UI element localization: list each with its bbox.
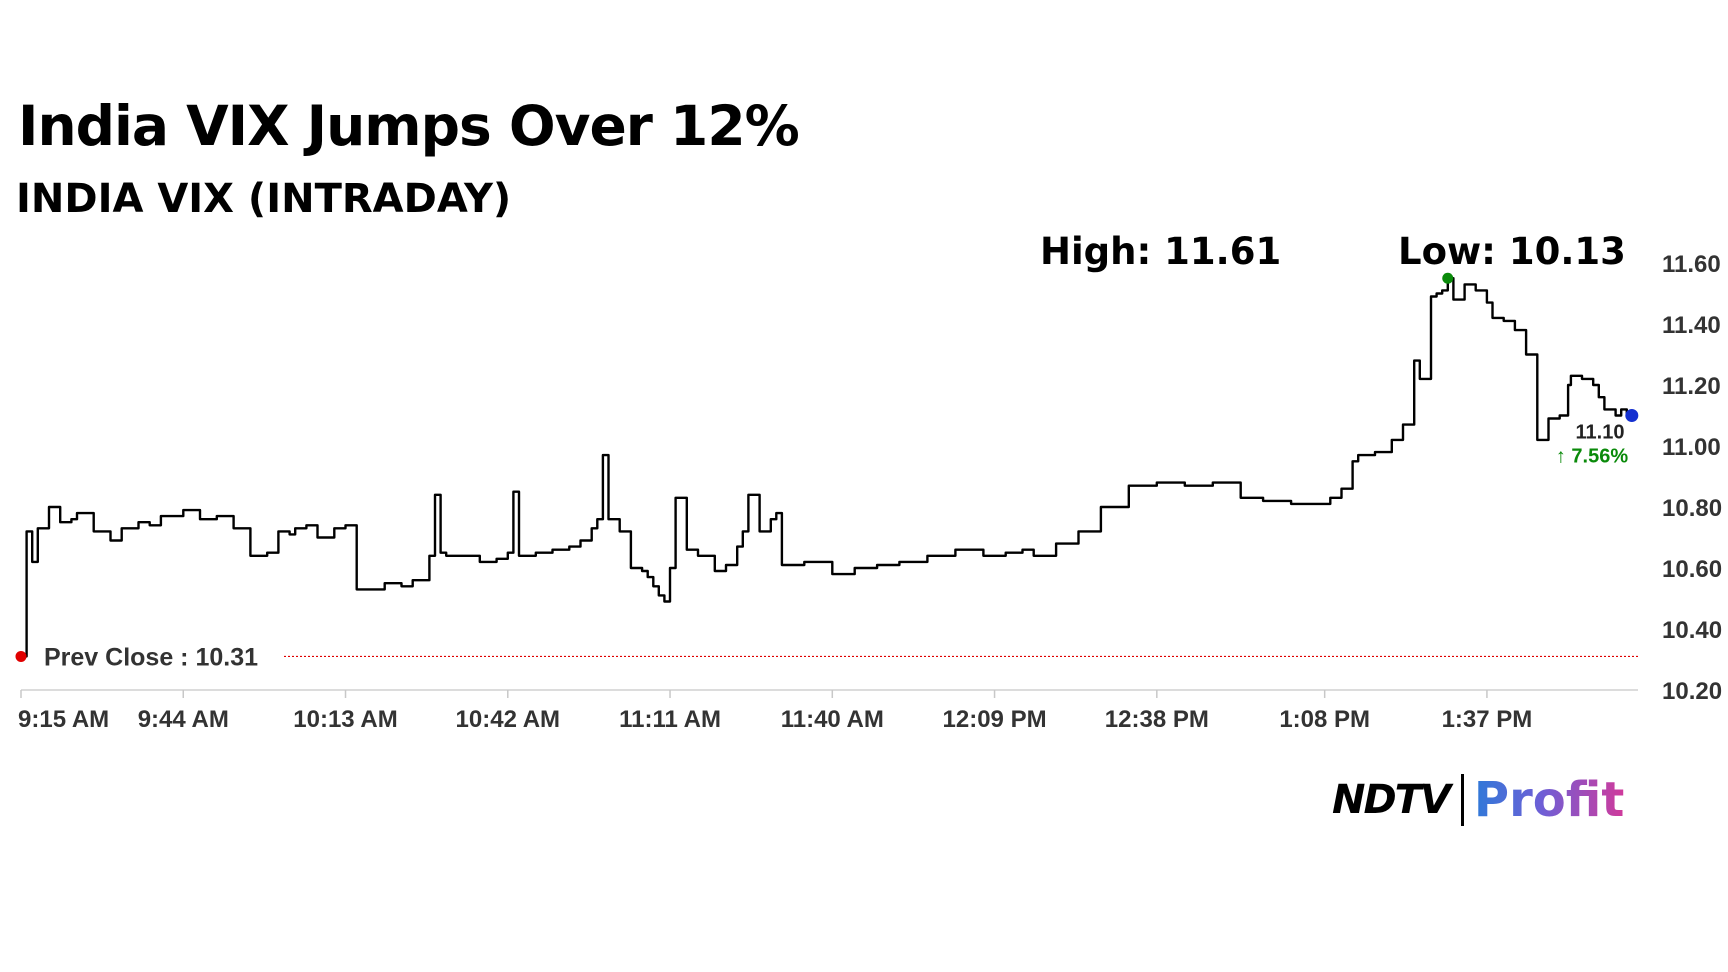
y-tick-label: 11.00: [1662, 434, 1721, 461]
chart-subtitle: INDIA VIX (INTRADAY): [16, 176, 512, 222]
brand-ndtv: NDTV: [1332, 777, 1451, 823]
prev-close-marker: [15, 650, 27, 662]
x-tick-label: 9:44 AM: [138, 706, 229, 733]
prev-close-label: Prev Close : 10.31: [44, 643, 258, 671]
brand-logo: NDTV Profit: [1332, 770, 1624, 830]
x-tick-label: 12:09 PM: [943, 706, 1047, 733]
y-tick-label: 11.20: [1662, 373, 1721, 400]
x-tick-label: 11:11 AM: [619, 706, 721, 733]
y-tick-label: 11.60: [1662, 251, 1721, 278]
high-marker: [1442, 272, 1454, 284]
series-line: [21, 277, 1628, 658]
high-label: High: 11.61: [1040, 230, 1282, 273]
y-tick-label: 10.20: [1662, 678, 1722, 705]
x-tick-label: 1:08 PM: [1279, 706, 1370, 733]
change-label: ↑ 7.56%: [1556, 446, 1628, 468]
x-tick-label: 12:38 PM: [1105, 706, 1209, 733]
brand-profit: Profit: [1473, 772, 1625, 828]
last-value-label: 11.10: [1576, 422, 1625, 444]
x-tick-label: 1:37 PM: [1442, 706, 1533, 733]
y-tick-label: 10.60: [1662, 556, 1722, 583]
y-tick-label: 10.40: [1662, 617, 1722, 644]
x-axis: 9:15 AM 9:44 AM 10:13 AM 10:42 AM 11:11 AM 11…: [18, 689, 1638, 733]
chart-title: India VIX Jumps Over 12%: [18, 94, 800, 158]
x-tick-label: 10:13 AM: [293, 706, 397, 733]
low-label: Low: 10.13: [1398, 230, 1626, 273]
x-tick-label: 11:40 AM: [781, 706, 884, 733]
brand-divider: [1460, 774, 1464, 826]
y-tick-label: 11.40: [1662, 312, 1721, 339]
x-tick-label: 9:15 AM: [18, 706, 109, 733]
x-tick-label: 10:42 AM: [456, 706, 560, 733]
y-axis: 11.60 11.40 11.20 11.00 10.80 10.60 10.40 10.20: [1662, 251, 1722, 705]
y-tick-label: 10.80: [1662, 495, 1722, 522]
last-value-marker: [1625, 409, 1639, 422]
